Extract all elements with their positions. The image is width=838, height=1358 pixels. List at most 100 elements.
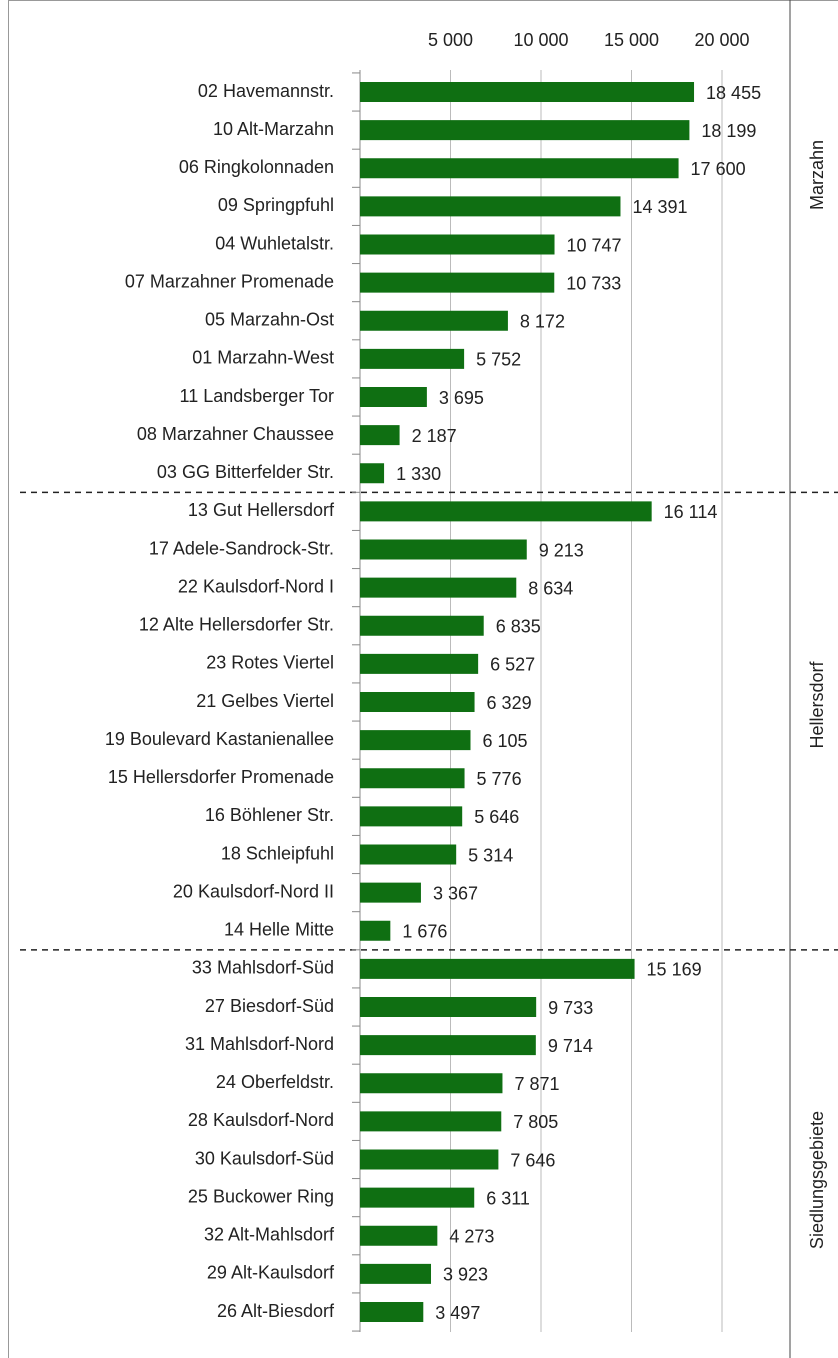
y-tick-label: 08 Marzahner Chaussee [137,424,334,444]
y-tick-label: 05 Marzahn-Ost [205,310,334,330]
bar [360,844,457,865]
bar [360,806,463,827]
value-label: 7 805 [513,1112,558,1132]
value-label: 5 752 [476,350,521,370]
value-label: 1 676 [402,922,447,942]
y-tick-label: 19 Boulevard Kastanienallee [105,729,334,749]
bar [360,577,517,598]
value-label: 8 172 [520,312,565,332]
y-tick-label: 14 Helle Mitte [224,920,334,940]
bar [360,1225,438,1246]
bar [360,82,695,102]
y-tick-label: 28 Kaulsdorf-Nord [188,1110,334,1130]
bar [360,539,527,560]
value-label: 8 634 [528,578,573,598]
value-label: 9 733 [548,998,593,1018]
value-label: 17 600 [691,159,746,179]
value-label: 15 169 [647,960,702,980]
group-label: Marzahn [807,140,827,210]
bar [360,1187,475,1208]
bar [360,1263,432,1284]
value-label: 18 455 [706,83,761,103]
value-label: 3 695 [439,388,484,408]
bar [360,1073,503,1094]
value-label: 3 367 [433,883,478,903]
x-tick-label: 10 000 [513,30,568,50]
value-label: 6 527 [490,655,535,675]
bar [360,1111,502,1132]
value-label: 1 330 [396,464,441,484]
value-label: 6 105 [483,731,528,751]
y-tick-label: 01 Marzahn-West [192,348,334,368]
y-tick-label: 13 Gut Hellersdorf [188,500,335,520]
y-tick-label: 10 Alt-Marzahn [213,119,334,139]
y-tick-label: 16 Böhlener Str. [205,805,334,825]
y-tick-label: 26 Alt-Biesdorf [217,1301,335,1321]
bar [360,1302,424,1322]
y-tick-label: 02 Havemannstr. [198,81,334,101]
y-tick-label: 18 Schleipfuhl [221,843,334,863]
value-label: 6 329 [487,693,532,713]
bar [360,234,555,255]
y-tick-label: 09 Springpfuhl [218,195,334,215]
x-tick-label: 5 000 [428,30,473,50]
bar [360,615,484,636]
value-label: 16 114 [664,502,718,522]
y-tick-label: 23 Rotes Viertel [206,653,334,673]
y-tick-label: 32 Alt-Mahlsdorf [204,1225,335,1245]
y-tick-label: 30 Kaulsdorf-Süd [195,1148,334,1168]
value-label: 18 199 [701,121,756,141]
value-label: 7 871 [514,1074,559,1094]
y-tick-label: 24 Oberfeldstr. [216,1072,334,1092]
bar [360,768,465,789]
bar [360,387,427,407]
value-label: 6 311 [486,1188,530,1208]
value-label: 10 747 [567,235,622,255]
bar [360,730,471,751]
bar [360,882,421,903]
y-tick-label: 21 Gelbes Viertel [196,691,334,711]
value-label: 9 213 [539,540,584,560]
value-label: 3 497 [435,1303,480,1323]
value-label: 5 776 [477,769,522,789]
value-label: 2 187 [412,426,457,446]
bar [360,653,479,674]
bar [360,692,475,712]
y-tick-label: 15 Hellersdorfer Promenade [108,767,334,787]
bar [360,348,465,369]
bar [360,463,385,484]
value-label: 5 314 [468,845,513,865]
y-tick-label: 33 Mahlsdorf-Süd [192,958,334,978]
y-tick-label: 25 Buckower Ring [188,1186,334,1206]
y-tick-label: 27 Biesdorf-Süd [205,996,334,1016]
bar [360,501,652,522]
bar [360,1149,499,1170]
value-label: 4 273 [449,1227,494,1247]
x-tick-label: 15 000 [604,30,659,50]
y-tick-label: 04 Wuhletalstr. [215,233,334,253]
group-label: Hellersdorf [807,660,827,748]
group-label: Siedlungsgebiete [807,1111,827,1249]
y-tick-label: 20 Kaulsdorf-Nord II [173,881,334,901]
bar [360,158,679,179]
y-tick-label: 03 GG Bitterfelder Str. [157,462,334,482]
value-label: 6 835 [496,617,541,637]
value-label: 14 391 [632,197,687,217]
bar [360,958,635,979]
bar [360,120,690,141]
x-tick-label: 20 000 [694,30,749,50]
y-tick-label: 12 Alte Hellersdorfer Str. [139,615,334,635]
y-tick-label: 07 Marzahner Promenade [125,271,334,291]
y-tick-label: 11 Landsberger Tor [180,386,334,406]
bar [360,196,621,217]
value-label: 5 646 [474,807,519,827]
bar [360,920,391,941]
bar [360,310,508,331]
y-tick-label: 29 Alt-Kaulsdorf [207,1263,335,1283]
value-label: 7 646 [510,1150,555,1170]
y-tick-label: 31 Mahlsdorf-Nord [185,1034,334,1054]
bar [360,272,555,293]
value-label: 10 733 [566,273,621,293]
value-label: 3 923 [443,1265,488,1285]
